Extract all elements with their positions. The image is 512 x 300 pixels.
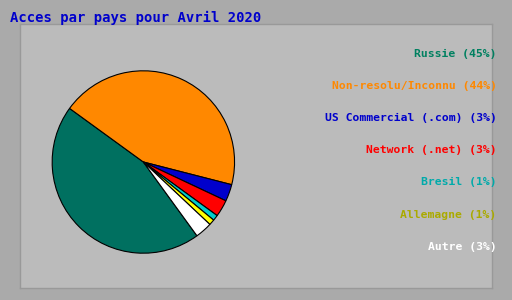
Wedge shape (143, 162, 232, 201)
Wedge shape (143, 162, 217, 220)
Text: Bresil (1%): Bresil (1%) (421, 177, 497, 188)
Text: Non-resolu/Inconnu (44%): Non-resolu/Inconnu (44%) (332, 81, 497, 91)
Text: Autre (3%): Autre (3%) (428, 242, 497, 252)
Wedge shape (143, 162, 210, 236)
Text: US Commercial (.com) (3%): US Commercial (.com) (3%) (325, 113, 497, 123)
Wedge shape (143, 162, 214, 224)
Wedge shape (143, 162, 226, 216)
Text: Acces par pays pour Avril 2020: Acces par pays pour Avril 2020 (10, 11, 262, 25)
Text: Network (.net) (3%): Network (.net) (3%) (366, 145, 497, 155)
Text: Russie (45%): Russie (45%) (414, 49, 497, 59)
Wedge shape (70, 71, 234, 185)
Text: Allemagne (1%): Allemagne (1%) (400, 209, 497, 220)
Wedge shape (52, 108, 197, 253)
